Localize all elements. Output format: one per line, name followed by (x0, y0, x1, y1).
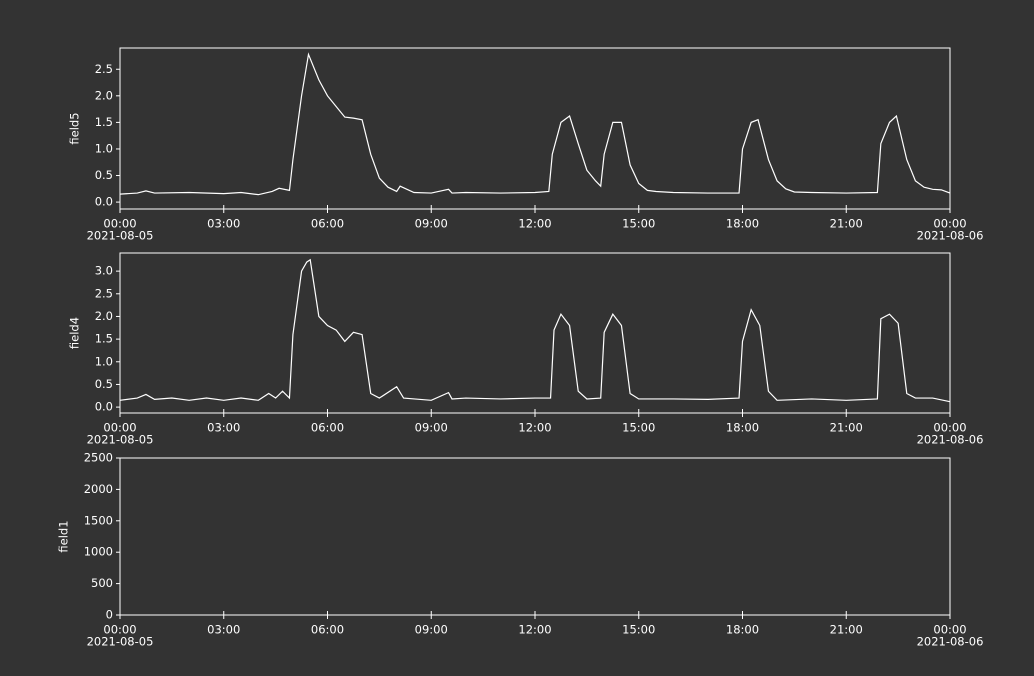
x-tick-label: 00:00 (103, 421, 136, 435)
y-tick-label: 2.5 (95, 62, 113, 76)
x-tick-label: 21:00 (830, 421, 863, 435)
y-tick-label: 2.0 (95, 309, 113, 323)
x-tick-label: 09:00 (415, 217, 448, 231)
x-tick-label: 09:00 (415, 421, 448, 435)
y-tick-label: 1.5 (95, 332, 113, 346)
x-tick-label: 18:00 (726, 623, 759, 637)
x-tick-label: 00:00 (103, 217, 136, 231)
x-tick-label: 06:00 (311, 623, 344, 637)
x-tick-label: 12:00 (518, 623, 551, 637)
y-tick-label: 0.5 (95, 168, 113, 182)
x-tick-label: 21:00 (830, 217, 863, 231)
y-tick-label: 2000 (84, 482, 113, 496)
x-date-label: 2021-08-05 (87, 229, 154, 243)
x-tick-label: 09:00 (415, 623, 448, 637)
y-tick-label: 0.0 (95, 400, 113, 414)
x-tick-label: 00:00 (933, 421, 966, 435)
x-tick-label: 12:00 (518, 217, 551, 231)
x-tick-label: 00:00 (933, 623, 966, 637)
x-tick-label: 15:00 (622, 623, 655, 637)
data-line (119, 52, 951, 196)
plot-frame (119, 457, 951, 616)
y-tick-label: 0.5 (95, 377, 113, 391)
x-date-label: 2021-08-06 (917, 433, 984, 447)
y-tick-label: 2.0 (95, 88, 113, 102)
y-tick-label: 500 (91, 576, 113, 590)
y-tick-label: 1.0 (95, 141, 113, 155)
x-tick-label: 06:00 (311, 217, 344, 231)
x-tick-label: 00:00 (933, 217, 966, 231)
data-line (119, 258, 951, 403)
x-tick-label: 00:00 (103, 623, 136, 637)
y-tick-label: 1000 (84, 545, 113, 559)
y-axis-label: field4 (68, 317, 82, 349)
y-tick-label: 1500 (84, 513, 113, 527)
x-tick-label: 12:00 (518, 421, 551, 435)
x-tick-label: 03:00 (207, 217, 240, 231)
y-tick-label: 0 (106, 608, 113, 622)
x-tick-label: 03:00 (207, 623, 240, 637)
x-tick-label: 21:00 (830, 623, 863, 637)
plot-frame (119, 47, 951, 210)
x-date-label: 2021-08-05 (87, 635, 154, 649)
x-tick-label: 18:00 (726, 421, 759, 435)
x-date-label: 2021-08-06 (917, 229, 984, 243)
y-tick-label: 0.0 (95, 195, 113, 209)
x-tick-label: 15:00 (622, 217, 655, 231)
y-tick-label: 2.5 (95, 286, 113, 300)
x-date-label: 2021-08-05 (87, 433, 154, 447)
y-axis-label: field1 (57, 520, 71, 552)
x-date-label: 2021-08-06 (917, 635, 984, 649)
y-tick-label: 1.5 (95, 115, 113, 129)
plot-frame (119, 252, 951, 414)
x-tick-label: 06:00 (311, 421, 344, 435)
y-axis-label: field5 (68, 112, 82, 144)
y-tick-label: 3.0 (95, 264, 113, 278)
x-tick-label: 18:00 (726, 217, 759, 231)
y-tick-label: 1.0 (95, 354, 113, 368)
x-tick-label: 03:00 (207, 421, 240, 435)
x-tick-label: 15:00 (622, 421, 655, 435)
y-tick-label: 2500 (84, 451, 113, 465)
